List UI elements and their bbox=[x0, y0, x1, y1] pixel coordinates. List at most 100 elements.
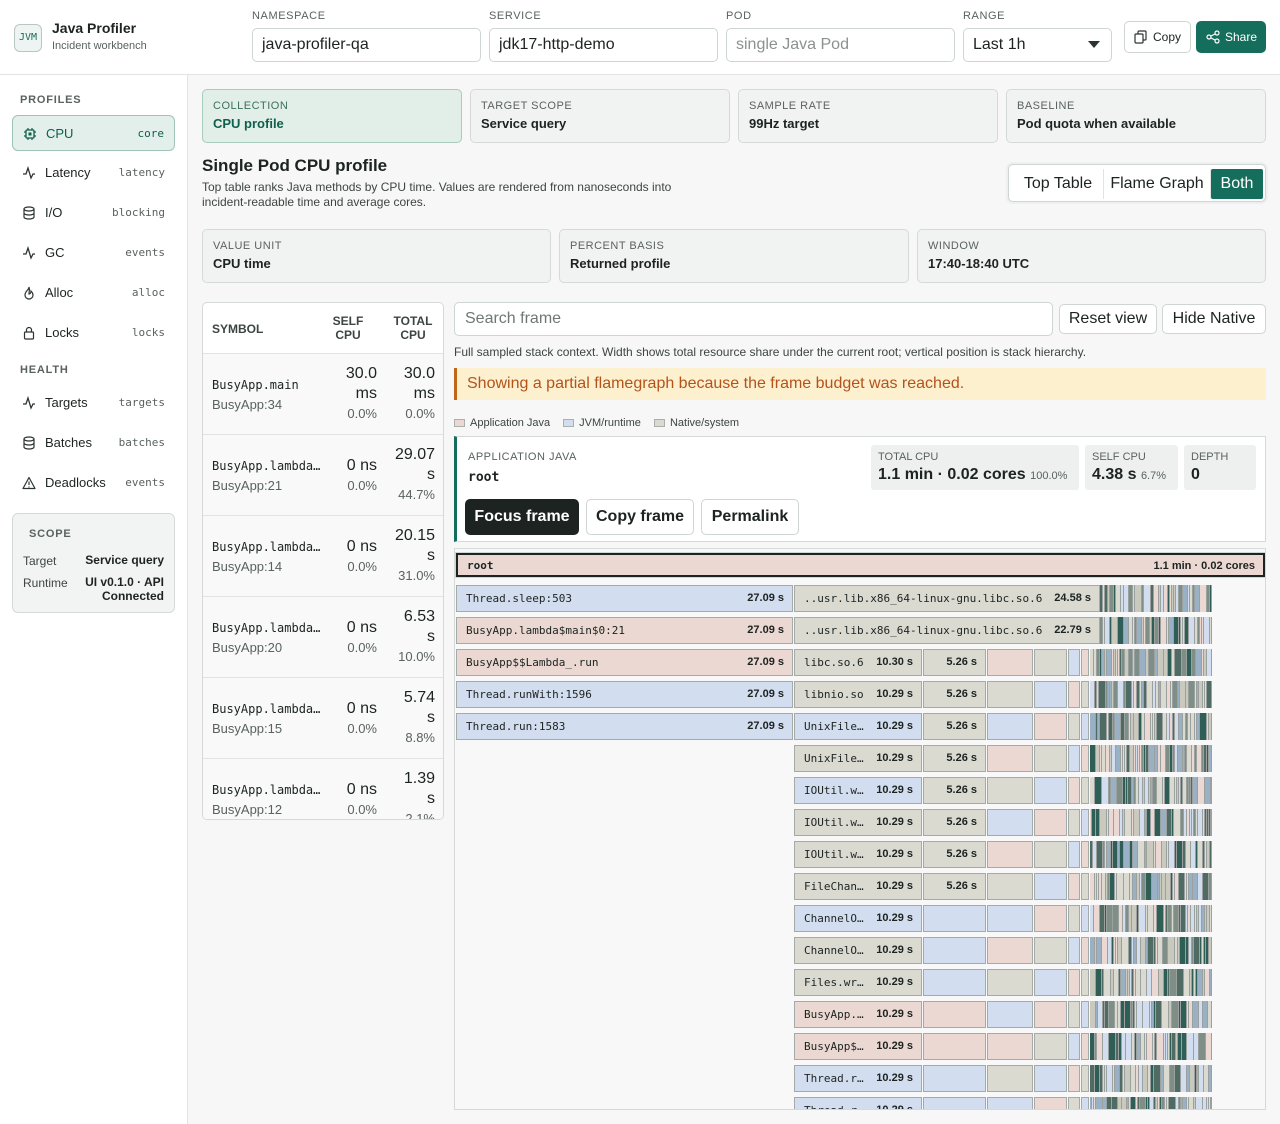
flame-frame-sliver[interactable] bbox=[1207, 681, 1212, 708]
flame-frame-small[interactable] bbox=[987, 937, 1033, 964]
flame-frame-sliver[interactable] bbox=[1092, 809, 1096, 836]
flame-frame-sliver[interactable] bbox=[1090, 1033, 1095, 1060]
flame-frame-sliver[interactable] bbox=[1110, 617, 1112, 644]
flame-frame-sliver[interactable] bbox=[1140, 681, 1142, 708]
flame-frame-sliver[interactable] bbox=[1187, 649, 1192, 676]
flame-frame-sliver[interactable] bbox=[1149, 745, 1155, 772]
flame-frame-sliver[interactable] bbox=[1123, 809, 1125, 836]
flame-frame-sliver[interactable] bbox=[1168, 937, 1175, 964]
flame-frame-sliver[interactable] bbox=[1197, 905, 1199, 932]
flame-frame-small[interactable] bbox=[1081, 905, 1089, 932]
flame-frame-sliver[interactable] bbox=[1142, 617, 1144, 644]
flame-frame-sliver[interactable] bbox=[1130, 873, 1133, 900]
self-cpu-header-line1[interactable]: SELF bbox=[332, 314, 364, 328]
flame-frame-small[interactable] bbox=[1068, 649, 1080, 676]
flame-frame-sliver[interactable] bbox=[1167, 1097, 1169, 1109]
flame-frame-sliver[interactable] bbox=[1198, 777, 1205, 804]
flame-frame-sliver[interactable] bbox=[1166, 873, 1171, 900]
flame-frame-sliver[interactable] bbox=[1141, 937, 1146, 964]
flame-frame-sliver[interactable] bbox=[1130, 969, 1132, 996]
flame-frame-sliver[interactable] bbox=[1191, 777, 1193, 804]
flame-frame-sliver[interactable] bbox=[1131, 1097, 1136, 1109]
flame-frame-sliver[interactable] bbox=[1164, 905, 1166, 932]
flame-frame-sliver[interactable] bbox=[1209, 1097, 1211, 1109]
flame-frame-sliver[interactable] bbox=[1126, 905, 1129, 932]
flame-frame-sliver[interactable] bbox=[1095, 1065, 1100, 1092]
flame-frame[interactable]: UnixFileDispatcherImpl.read5.26 s bbox=[923, 777, 986, 804]
flame-frame-small[interactable] bbox=[923, 1065, 986, 1092]
flame-frame-sliver[interactable] bbox=[1161, 585, 1164, 612]
share-button[interactable]: Share bbox=[1196, 21, 1266, 53]
focus-frame-button[interactable]: Focus frame bbox=[465, 499, 579, 535]
flame-frame-sliver[interactable] bbox=[1108, 937, 1112, 964]
flame-frame-sliver[interactable] bbox=[1119, 969, 1121, 996]
flame-frame-sliver[interactable] bbox=[1140, 649, 1146, 676]
flame-frame-sliver[interactable] bbox=[1136, 745, 1138, 772]
flame-frame-sliver[interactable] bbox=[1192, 937, 1194, 964]
flame-frame-sliver[interactable] bbox=[1158, 937, 1163, 964]
flame-frame-sliver[interactable] bbox=[1148, 937, 1154, 964]
flame-frame-sliver[interactable] bbox=[1105, 841, 1107, 868]
flame-frame-sliver[interactable] bbox=[1197, 745, 1202, 772]
flame-frame-sliver[interactable] bbox=[1121, 969, 1126, 996]
flame-frame-sliver[interactable] bbox=[1172, 649, 1175, 676]
flame-frame-sliver[interactable] bbox=[1118, 1001, 1121, 1028]
flame-frame-sliver[interactable] bbox=[1110, 585, 1114, 612]
flame-frame-sliver[interactable] bbox=[1129, 905, 1132, 932]
flame-frame-sliver[interactable] bbox=[1161, 681, 1167, 708]
flame-frame-sliver[interactable] bbox=[1114, 585, 1116, 612]
flame-frame-sliver[interactable] bbox=[1175, 777, 1177, 804]
flame-frame-sliver[interactable] bbox=[1097, 937, 1102, 964]
flame-frame-sliver[interactable] bbox=[1118, 681, 1124, 708]
flame-frame-sliver[interactable] bbox=[1189, 873, 1193, 900]
flame-frame-sliver[interactable] bbox=[1102, 649, 1105, 676]
flame-frame-sliver[interactable] bbox=[1167, 713, 1170, 740]
flame-frame-sliver[interactable] bbox=[1097, 1033, 1103, 1060]
flame-frame-sliver[interactable] bbox=[1192, 745, 1195, 772]
flame-frame-sliver[interactable] bbox=[1166, 905, 1168, 932]
flame-frame-root[interactable]: root 1.1 min · 0.02 cores bbox=[456, 553, 1265, 577]
flame-frame-sliver[interactable] bbox=[1154, 841, 1156, 868]
flame-frame-small[interactable] bbox=[923, 1097, 986, 1109]
flame-frame-sliver[interactable] bbox=[1199, 905, 1202, 932]
flame-frame-sliver[interactable] bbox=[1177, 841, 1183, 868]
flame-frame-sliver[interactable] bbox=[1203, 681, 1205, 708]
flame-frame-small[interactable] bbox=[1081, 1065, 1089, 1092]
flame-frame-sliver[interactable] bbox=[1186, 937, 1189, 964]
flame-frame-sliver[interactable] bbox=[1162, 873, 1166, 900]
flame-frame-sliver[interactable] bbox=[1109, 1001, 1115, 1028]
flame-frame-sliver[interactable] bbox=[1187, 809, 1190, 836]
flame-frame-sliver[interactable] bbox=[1144, 745, 1146, 772]
flame-frame-sliver[interactable] bbox=[1176, 1097, 1179, 1109]
flame-frame-sliver[interactable] bbox=[1163, 937, 1168, 964]
flame-frame-sliver[interactable] bbox=[1181, 617, 1183, 644]
flame-frame-sliver[interactable] bbox=[1194, 969, 1196, 996]
flame-frame-sliver[interactable] bbox=[1188, 713, 1191, 740]
flame-frame-small[interactable] bbox=[987, 1001, 1033, 1028]
flame-frame-sliver[interactable] bbox=[1111, 777, 1117, 804]
reset-view-button[interactable]: Reset view bbox=[1059, 304, 1157, 334]
flame-frame-sliver[interactable] bbox=[1150, 617, 1152, 644]
flame-frame-sliver[interactable] bbox=[1170, 745, 1173, 772]
flame-frame-sliver[interactable] bbox=[1164, 649, 1168, 676]
flame-frame-sliver[interactable] bbox=[1166, 1033, 1168, 1060]
flame-frame-sliver[interactable] bbox=[1112, 937, 1114, 964]
flame-frame-sliver[interactable] bbox=[1183, 841, 1186, 868]
flame-frame-small[interactable] bbox=[923, 905, 986, 932]
flame-frame-sliver[interactable] bbox=[1105, 1001, 1109, 1028]
flame-frame[interactable]: UnixFileDispatcherImpl.read5.26 s bbox=[923, 745, 986, 772]
copy-frame-button[interactable]: Copy frame bbox=[586, 499, 694, 535]
flame-frame-small[interactable] bbox=[987, 969, 1033, 996]
flame-frame[interactable]: Thread.runWith 10.29 s bbox=[794, 1065, 922, 1092]
flame-frame-sliver[interactable] bbox=[1196, 841, 1198, 868]
flame-frame-sliver[interactable] bbox=[1146, 873, 1152, 900]
flame-frame[interactable]: UnixFileDispatcherImpl.read5.26 s bbox=[923, 873, 986, 900]
flame-frame-sliver[interactable] bbox=[1124, 841, 1130, 868]
symbol-header[interactable]: SYMBOL bbox=[212, 322, 264, 336]
sidebar-item-targets[interactable]: Targets targets bbox=[12, 385, 175, 421]
flame-frame-sliver[interactable] bbox=[1191, 713, 1195, 740]
flame-frame-sliver[interactable] bbox=[1169, 1097, 1176, 1109]
flame-frame-sliver[interactable] bbox=[1129, 937, 1132, 964]
flame-frame-sliver[interactable] bbox=[1207, 745, 1209, 772]
sidebar-item-cpu[interactable]: CPU core bbox=[12, 115, 175, 151]
